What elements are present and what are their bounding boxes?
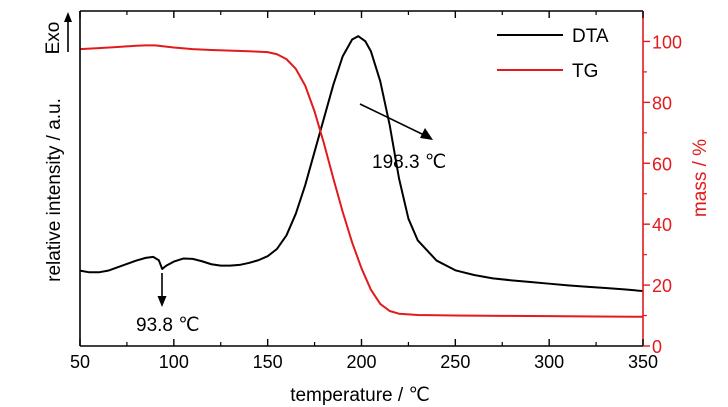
x-tick-label: 100 xyxy=(159,352,189,372)
x-tick-label: 250 xyxy=(440,352,470,372)
annotation-dip-label: 93.8 ℃ xyxy=(136,315,200,336)
plot-area xyxy=(79,35,644,318)
series-line-dta xyxy=(79,35,644,293)
y-axis-right-label: mass / % xyxy=(690,139,711,217)
x-tick-label: 50 xyxy=(70,352,90,372)
y-right-tick-label: 60 xyxy=(652,154,672,174)
y-right-tick-label: 100 xyxy=(652,32,682,52)
x-tick-label: 350 xyxy=(628,352,658,372)
annotation-peak-label: 198.3 ℃ xyxy=(372,152,446,173)
exo-arrow-icon xyxy=(64,12,72,52)
y-right-tick-label: 80 xyxy=(652,93,672,113)
y-axis-left-label: relative intensity / a.u. xyxy=(44,98,65,282)
y-right-tick-label: 20 xyxy=(652,276,672,296)
legend-label-dta: DTA xyxy=(572,26,609,47)
series-line-tg xyxy=(79,44,644,318)
axes-frame xyxy=(79,10,644,347)
peak-arrow-icon xyxy=(359,103,433,140)
x-tick-label: 200 xyxy=(346,352,376,372)
x-axis-label: temperature / ℃ xyxy=(290,385,430,406)
legend: DTA TG xyxy=(497,26,609,82)
exo-label: Exo xyxy=(43,22,64,55)
y-right-tick-label: 0 xyxy=(652,337,662,357)
x-tick-label: 150 xyxy=(253,352,283,372)
dip-arrow-icon xyxy=(157,273,167,307)
axis-labels: temperature / ℃ relative intensity / a.u… xyxy=(43,12,711,406)
y-right-tick-label: 40 xyxy=(652,215,672,235)
annotations: 198.3 ℃ 93.8 ℃ xyxy=(136,103,446,336)
legend-label-tg: TG xyxy=(572,61,598,82)
x-tick-label: 300 xyxy=(534,352,564,372)
